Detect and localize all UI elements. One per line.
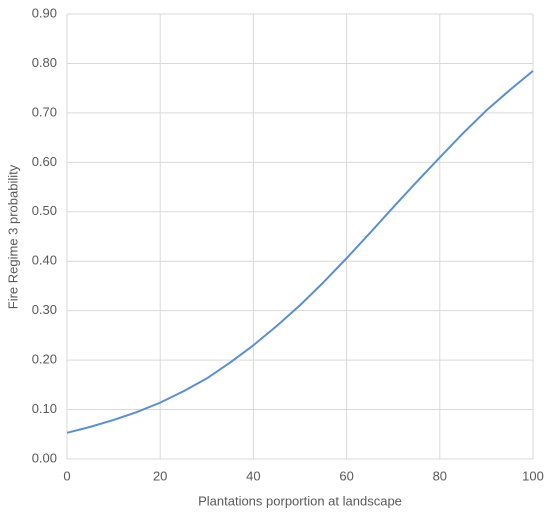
x-tick-label: 80 — [433, 468, 447, 483]
x-tick-label: 20 — [153, 468, 167, 483]
y-tick-label: 0.10 — [32, 401, 57, 416]
x-tick-label: 0 — [63, 468, 70, 483]
y-tick-label: 0.50 — [32, 203, 57, 218]
y-tick-label: 0.00 — [32, 450, 57, 465]
x-tick-label: 100 — [522, 468, 544, 483]
y-tick-label: 0.60 — [32, 154, 57, 169]
x-axis-title: Plantations porportion at landscape — [198, 493, 402, 508]
x-tick-label: 40 — [246, 468, 260, 483]
y-tick-label: 0.20 — [32, 352, 57, 367]
y-tick-label: 0.90 — [32, 5, 57, 20]
y-tick-label: 0.30 — [32, 302, 57, 317]
y-tick-label: 0.70 — [32, 104, 57, 119]
y-tick-label: 0.80 — [32, 55, 57, 70]
y-tick-label: 0.40 — [32, 253, 57, 268]
data-line — [66, 70, 534, 434]
y-axis-title: Fire Regime 3 probability — [5, 164, 20, 309]
x-tick-label: 60 — [339, 468, 353, 483]
